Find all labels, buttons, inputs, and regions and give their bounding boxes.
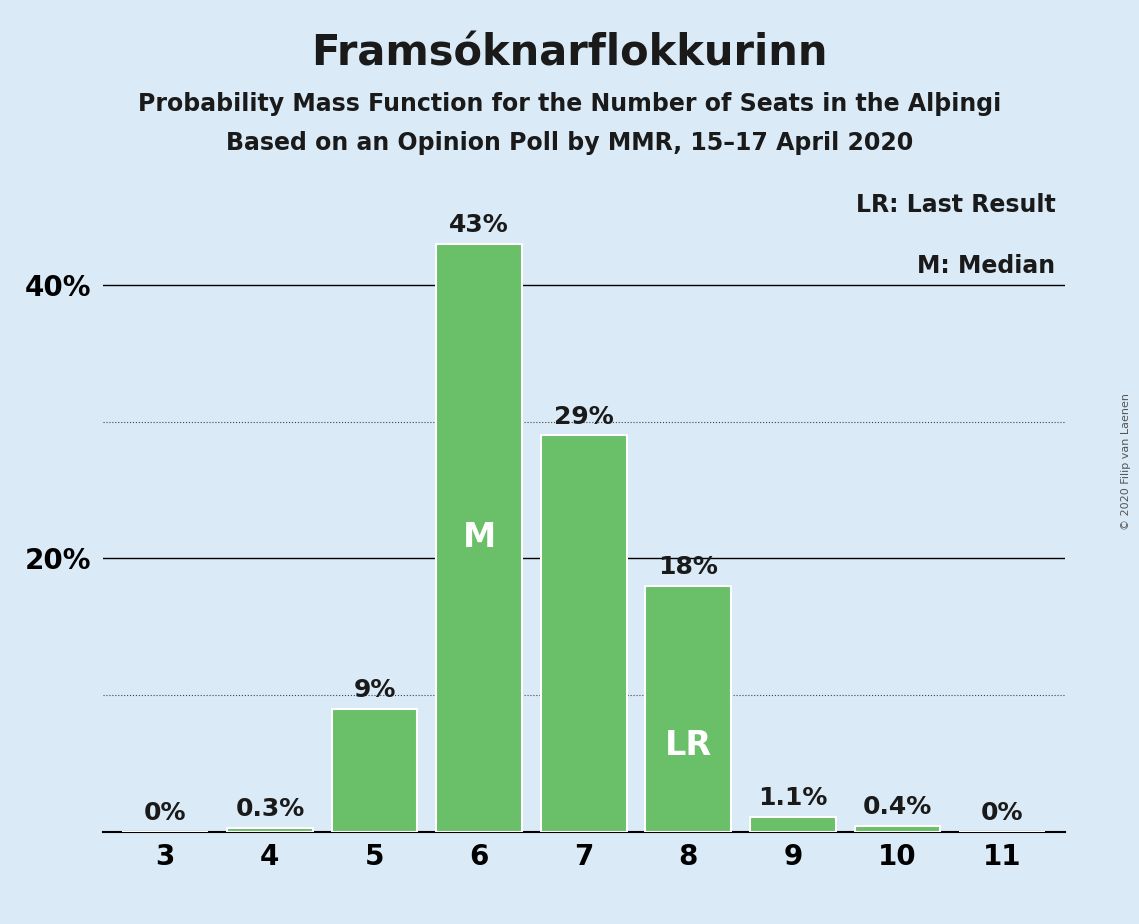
Text: LR: Last Result: LR: Last Result	[855, 192, 1056, 216]
Bar	[436, 244, 522, 832]
Text: Framsóknarflokkurinn: Framsóknarflokkurinn	[311, 32, 828, 74]
Bar	[331, 709, 417, 832]
Bar	[541, 435, 626, 832]
Text: 0%: 0%	[144, 801, 187, 825]
Text: 0.3%: 0.3%	[236, 796, 304, 821]
Text: 1.1%: 1.1%	[759, 785, 828, 809]
Bar	[751, 817, 836, 832]
Text: Probability Mass Function for the Number of Seats in the Alþingi: Probability Mass Function for the Number…	[138, 92, 1001, 116]
Text: Based on an Opinion Poll by MMR, 15–17 April 2020: Based on an Opinion Poll by MMR, 15–17 A…	[226, 131, 913, 155]
Bar	[227, 828, 313, 832]
Text: © 2020 Filip van Laenen: © 2020 Filip van Laenen	[1121, 394, 1131, 530]
Bar	[646, 586, 731, 832]
Text: 29%: 29%	[554, 405, 614, 429]
Text: 43%: 43%	[449, 213, 509, 237]
Text: 0%: 0%	[981, 801, 1024, 825]
Text: LR: LR	[665, 729, 712, 762]
Text: 9%: 9%	[353, 678, 395, 702]
Text: 18%: 18%	[658, 554, 719, 578]
Text: M: Median: M: Median	[917, 253, 1056, 277]
Text: 0.4%: 0.4%	[863, 796, 932, 820]
Bar	[854, 826, 941, 832]
Text: M: M	[462, 521, 495, 554]
